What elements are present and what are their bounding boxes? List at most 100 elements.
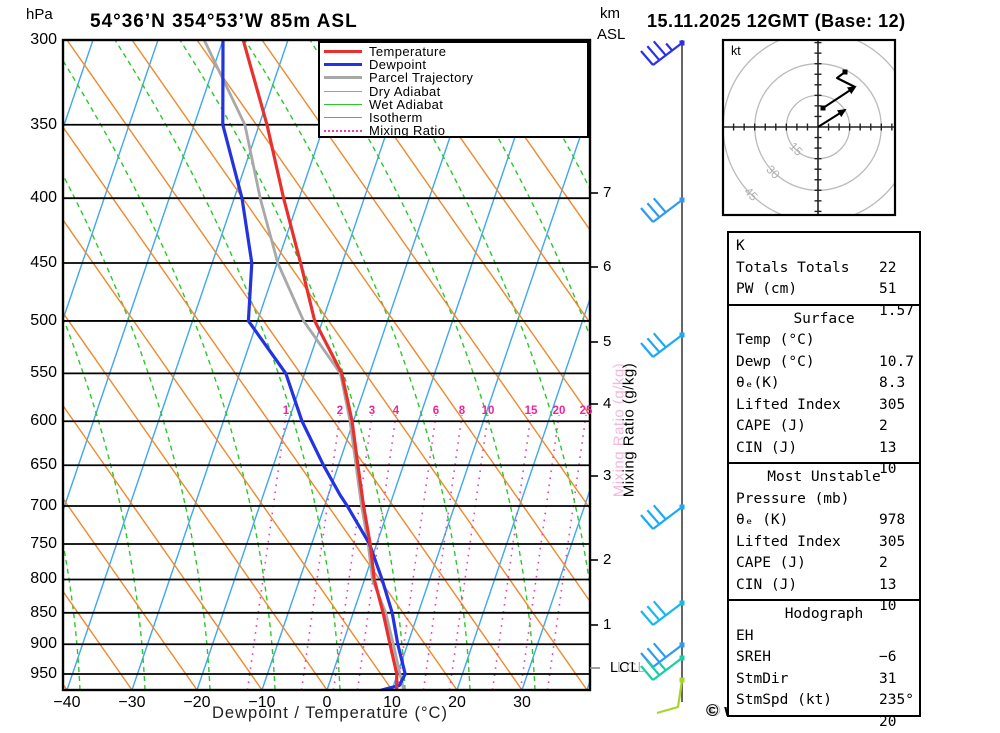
km-tick-label: 4 [603, 395, 612, 412]
isotherm-line [261, 40, 484, 690]
stats-row: Lifted Index 2 [729, 395, 919, 435]
stats-row-label: EH [736, 627, 754, 644]
mixing-ratio-value-label: 15 [524, 405, 538, 417]
stats-row-value: 305 [879, 396, 906, 413]
pressure-tick-label: 550 [30, 364, 57, 382]
lcl-label-ghost: LCL [617, 660, 647, 676]
altitude-unit-km: km [600, 5, 620, 22]
mixing-ratio-line [396, 414, 437, 690]
wet-adiabat-line [63, 316, 146, 690]
pressure-tick-label: 450 [30, 253, 57, 271]
wind-barb [656, 677, 685, 715]
stats-row-label: CIN (J) [736, 439, 798, 456]
stats-row: StmDir 235° [729, 669, 919, 709]
stats-row: CIN (J) 10 [729, 438, 919, 478]
sounding-title: 54°36’N 354°53’W 85m ASL [90, 11, 358, 32]
stats-row: CAPE (J) 13 [729, 553, 919, 593]
stats-row-label: θₑ (K) [736, 512, 789, 528]
stats-row-label: K [736, 238, 745, 254]
stats-box: Most Unstable Pressure (mb) 978 θₑ (K) 305 Li… [727, 462, 921, 614]
wet-adiabat-line [63, 539, 81, 690]
legend-item-label: Temperature [369, 44, 447, 60]
altitude-unit-asl: ASL [597, 26, 626, 43]
legend-line-sample [324, 76, 362, 80]
hodograph-trace [817, 108, 847, 128]
km-tick-label: 7 [603, 184, 612, 201]
hodograph-trace [822, 85, 857, 109]
stats-row-label: CAPE (J) [736, 555, 806, 571]
dry-adiabat-line [326, 40, 590, 417]
legend: Temperature Dewpoint Parcel Trajectory Dry … [318, 41, 589, 138]
stats-row: Lifted Index 2 [729, 532, 919, 572]
km-tick-label: 5 [603, 333, 612, 350]
temp-tick-label: −30 [118, 694, 146, 711]
isotherm-line [63, 40, 224, 513]
pressure-tick-label: 600 [30, 412, 57, 430]
stats-row-value: 13 [879, 576, 897, 593]
stats-row-label: Pressure (mb) [736, 490, 850, 507]
lcl-label: LCL [610, 660, 640, 676]
stats-row-label: SREH [736, 649, 771, 665]
legend-line-sample [324, 63, 362, 67]
stats-box: K 22 Totals Totals 51 PW (cm) 1.57 [727, 231, 921, 319]
stats-row-label: Dewp (°C) [736, 353, 815, 370]
mixing-ratio-value-label: 20 [552, 405, 566, 417]
wet-adiabat-line [114, 40, 341, 690]
legend-item-label: Isotherm [369, 110, 423, 126]
dry-adiabat-line [63, 311, 328, 690]
mixing-ratio-value-label: 2 [336, 405, 344, 417]
stats-row-value: 2 [879, 418, 888, 434]
datetime-label: 15.11.2025 12GMT (Base: 12) [647, 11, 906, 31]
km-tick-label: 2 [603, 551, 612, 568]
wind-barb [640, 655, 685, 681]
stats-row-label: CAPE (J) [736, 418, 806, 434]
stats-row-label: Temp (°C) [736, 332, 815, 348]
temp-tick-label: 10 [383, 694, 401, 711]
temp-tick-label: −10 [248, 694, 276, 711]
stats-row: StmSpd (kt) 20 [729, 690, 919, 730]
pressure-tick-label: 300 [30, 30, 57, 48]
wet-adiabat-line [179, 40, 406, 690]
legend-line-sample [324, 103, 362, 105]
km-tick-label: 3 [603, 467, 612, 484]
pressure-tick-label: 850 [30, 603, 57, 621]
legend-item: Wet Adiabat [324, 97, 587, 112]
mixing-ratio-axis-label: Mixing Ratio (g/kg) [620, 362, 638, 498]
stats-row: Dewp (°C) 8.3 [729, 352, 919, 392]
dry-adiabat-line [63, 404, 263, 690]
stats-row-value: 31 [879, 670, 897, 687]
legend-line-sample [324, 90, 362, 92]
dewpoint-curve [221, 40, 407, 690]
x-axis-title: Dewpoint / Temperature (°C) [212, 704, 448, 722]
km-tick-label: 6 [603, 258, 612, 275]
mixing-ratio-value-label: 1 [282, 405, 290, 417]
wet-adiabat-line [244, 40, 471, 690]
legend-line-sample [324, 50, 362, 54]
parcel-trajectory-curve [202, 40, 406, 690]
hodograph [721, 38, 897, 217]
wind-barb [640, 197, 685, 223]
wind-barb [640, 332, 685, 358]
stats-row-value: 51 [879, 281, 897, 297]
mixing-ratio-value-label: 6 [432, 405, 440, 417]
wind-barb [640, 504, 685, 530]
pressure-tick-label: 500 [30, 311, 57, 329]
stats-row: θₑ(K) 305 [729, 373, 919, 413]
wind-barb [640, 600, 685, 626]
isotherm-line [456, 296, 590, 690]
sounding-curves [202, 40, 407, 690]
isotherm-line [391, 105, 590, 690]
km-tick-label: 1 [603, 616, 612, 633]
legend-item-label: Mixing Ratio [369, 123, 446, 139]
isotherm-line [521, 487, 590, 690]
stats-row-value: −6 [879, 649, 897, 665]
stats-box-header: Most Unstable [767, 469, 881, 485]
stats-row-value: 20 [879, 713, 897, 730]
stats-row-value: 305 [879, 533, 906, 550]
stats-row-value: 10 [879, 461, 897, 477]
stats-row-value: 10 [879, 598, 897, 614]
stats-row: Totals Totals 51 [729, 258, 919, 298]
isotherm-line [326, 40, 549, 690]
stats-box: Hodograph EH −6 SREH 31 StmDir 235° StmSpd (kt)… [727, 599, 921, 730]
